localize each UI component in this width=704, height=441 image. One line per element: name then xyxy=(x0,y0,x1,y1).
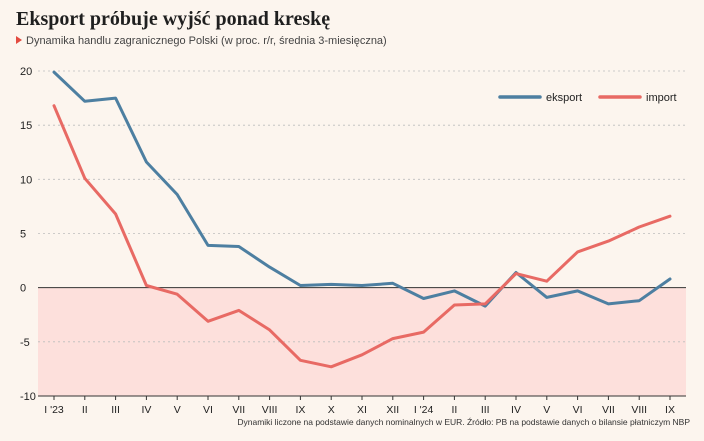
x-tick-label: VIII xyxy=(631,404,647,416)
chart-subtitle: Dynamika handlu zagranicznego Polski (w … xyxy=(16,35,387,47)
series-line-import xyxy=(52,104,672,369)
x-tick-label: V xyxy=(543,404,550,416)
x-tick-label: I '23 xyxy=(44,404,64,416)
x-tick-label: V xyxy=(174,404,181,416)
chart-subtitle-text: Dynamika handlu zagranicznego Polski (w … xyxy=(26,35,387,47)
x-tick-label: IV xyxy=(511,404,521,416)
x-tick-label: XII xyxy=(386,404,399,416)
legend-label-import: import xyxy=(646,92,677,104)
x-tick-label: VII xyxy=(232,404,245,416)
x-tick-label: VI xyxy=(573,404,583,416)
x-tick-label: I '24 xyxy=(414,404,434,416)
x-tick-label: II xyxy=(82,404,88,416)
x-tick-label: IV xyxy=(141,404,151,416)
x-tick-label: VI xyxy=(203,404,213,416)
legend-label-eksport: eksport xyxy=(546,92,582,104)
y-tick-label: 5 xyxy=(20,229,26,241)
x-tick-label: III xyxy=(481,404,490,416)
y-tick-label: 20 xyxy=(20,66,32,78)
chart-title: Eksport próbuje wyjść ponad kreskę xyxy=(16,8,331,30)
x-tick-label: VIII xyxy=(262,404,278,416)
chart-footnote: Dynamiki liczone na podstawie danych nom… xyxy=(237,417,690,427)
x-tick-label: III xyxy=(111,404,120,416)
y-tick-label: 0 xyxy=(20,283,26,295)
y-tick-label: -5 xyxy=(20,337,30,349)
x-tick-label: XI xyxy=(357,404,367,416)
y-tick-label: -10 xyxy=(20,391,36,403)
y-tick-label: 15 xyxy=(20,120,32,132)
x-tick-label: VII xyxy=(602,404,615,416)
x-tick-label: IX xyxy=(295,404,305,416)
x-tick-label: X xyxy=(328,404,335,416)
x-tick-label: II xyxy=(451,404,457,416)
series-line-eksport xyxy=(52,70,672,308)
x-tick-label: IX xyxy=(665,404,675,416)
subtitle-marker-icon xyxy=(16,36,22,45)
y-tick-label: 10 xyxy=(20,174,32,186)
